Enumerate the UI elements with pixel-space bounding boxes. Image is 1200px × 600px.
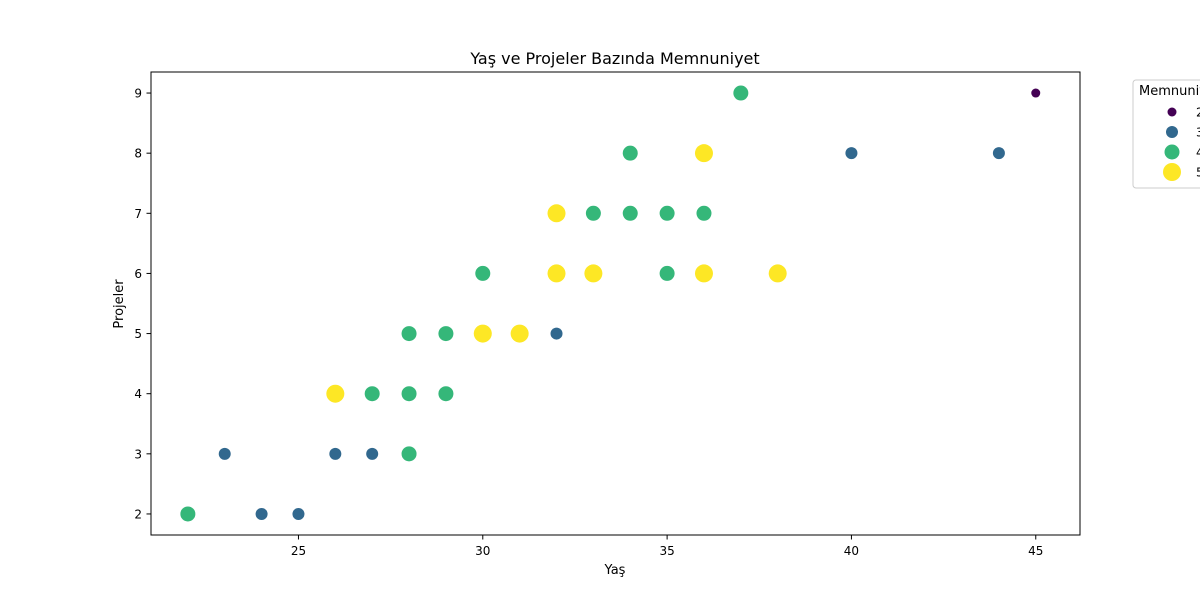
legend-label: 5 bbox=[1196, 166, 1200, 180]
y-tick-label: 4 bbox=[134, 387, 142, 401]
x-axis: 25 30 35 40 45 bbox=[291, 535, 1043, 558]
y-axis-label: Projeler bbox=[112, 279, 127, 329]
x-tick-label: 25 bbox=[291, 544, 306, 558]
data-point bbox=[696, 205, 712, 221]
data-point bbox=[473, 324, 492, 343]
data-point bbox=[659, 205, 675, 221]
data-point bbox=[292, 507, 305, 520]
data-point bbox=[550, 327, 563, 340]
legend: Memnuniyet 2 3 4 5 bbox=[1132, 79, 1200, 189]
data-point bbox=[733, 85, 749, 101]
x-tick-label: 40 bbox=[844, 544, 859, 558]
legend-marker bbox=[1164, 144, 1180, 160]
x-tick-label: 45 bbox=[1028, 544, 1043, 558]
data-point bbox=[438, 326, 454, 342]
data-point bbox=[1031, 88, 1041, 98]
data-point bbox=[622, 145, 638, 161]
plot-frame bbox=[150, 71, 1081, 536]
y-tick-label: 2 bbox=[134, 507, 142, 521]
data-point bbox=[547, 264, 566, 283]
data-point bbox=[768, 264, 787, 283]
data-point bbox=[510, 324, 529, 343]
legend-marker bbox=[1167, 107, 1177, 117]
data-point bbox=[326, 384, 345, 403]
data-point bbox=[845, 147, 858, 160]
data-point bbox=[401, 446, 417, 462]
data-point bbox=[401, 326, 417, 342]
y-tick-label: 3 bbox=[134, 447, 142, 461]
data-point bbox=[366, 447, 379, 460]
data-point bbox=[547, 204, 566, 223]
legend-label: 3 bbox=[1196, 126, 1200, 140]
y-tick-label: 8 bbox=[134, 147, 142, 161]
x-tick-label: 30 bbox=[475, 544, 490, 558]
data-point bbox=[329, 447, 342, 460]
y-axis: 2 3 4 5 6 7 8 9 bbox=[134, 87, 151, 521]
data-point bbox=[659, 265, 675, 281]
legend-marker bbox=[1163, 163, 1181, 181]
y-tick-label: 6 bbox=[134, 267, 142, 281]
data-point bbox=[584, 264, 603, 283]
y-tick-label: 7 bbox=[134, 207, 142, 221]
data-point bbox=[992, 147, 1005, 160]
data-point bbox=[622, 205, 638, 221]
data-point bbox=[401, 386, 417, 402]
data-point bbox=[180, 506, 196, 522]
y-tick-label: 5 bbox=[134, 327, 142, 341]
x-axis-label: Yaş bbox=[604, 563, 626, 578]
legend-title: Memnuniyet bbox=[1139, 84, 1200, 99]
x-tick-label: 35 bbox=[659, 544, 674, 558]
legend-label: 2 bbox=[1196, 106, 1200, 120]
data-point bbox=[438, 386, 454, 402]
data-point bbox=[475, 265, 491, 281]
data-point bbox=[218, 447, 231, 460]
plot-area bbox=[180, 85, 1041, 522]
y-tick-label: 9 bbox=[134, 87, 142, 101]
legend-label: 4 bbox=[1196, 146, 1200, 160]
data-point bbox=[255, 507, 268, 520]
data-point bbox=[364, 386, 380, 402]
chart-title: Yaş ve Projeler Bazında Memnuniyet bbox=[469, 49, 759, 68]
data-point bbox=[694, 264, 713, 283]
data-point bbox=[585, 205, 601, 221]
legend-marker bbox=[1166, 126, 1178, 138]
data-point bbox=[694, 144, 713, 163]
